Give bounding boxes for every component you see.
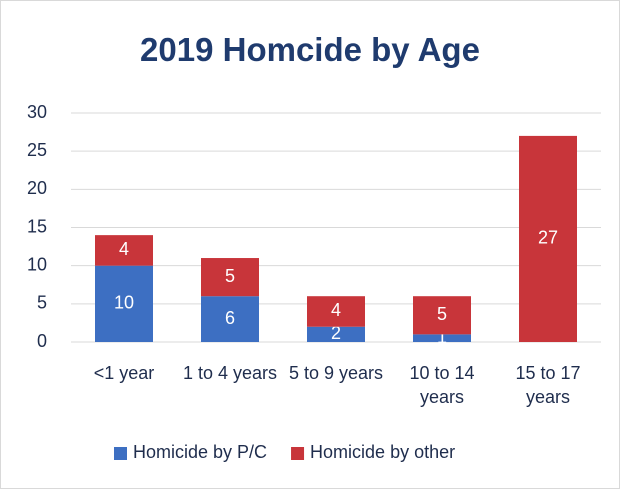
bar-segment bbox=[307, 296, 365, 327]
x-tick-label: <1 year bbox=[93, 363, 155, 383]
x-tick-label: 1 to 4 years bbox=[182, 363, 278, 383]
data-label: 6 bbox=[225, 308, 235, 328]
y-tick-label: 15 bbox=[27, 216, 47, 236]
data-label: 27 bbox=[538, 228, 558, 248]
x-tick-label: 5 to 9 years bbox=[288, 363, 384, 383]
data-label: 10 bbox=[114, 293, 134, 313]
bar-segment bbox=[95, 265, 153, 342]
bar-segment bbox=[307, 326, 365, 342]
bar-segment bbox=[201, 258, 259, 297]
data-label: 5 bbox=[225, 266, 235, 286]
data-label: 5 bbox=[437, 304, 447, 324]
data-label: 4 bbox=[331, 300, 341, 320]
legend-label: Homicide by other bbox=[310, 442, 456, 462]
chart-title: 2019 Homcide by Age bbox=[140, 31, 480, 68]
data-label: 4 bbox=[119, 239, 129, 259]
legend-swatch bbox=[291, 447, 305, 460]
data-label: 1 bbox=[437, 327, 447, 347]
bar-segment bbox=[95, 235, 153, 266]
bar-segment bbox=[519, 135, 577, 342]
x-tick-label: 15 to 17 years bbox=[515, 363, 581, 407]
bar-segment bbox=[201, 296, 259, 342]
legend-label: Homicide by P/C bbox=[133, 442, 268, 462]
y-tick-label: 0 bbox=[37, 331, 47, 351]
y-tick-label: 10 bbox=[27, 254, 47, 274]
x-tick-label: 10 to 14 years bbox=[409, 363, 475, 407]
bar-segment bbox=[413, 296, 471, 335]
y-tick-label: 25 bbox=[27, 140, 47, 160]
data-label: 2 bbox=[331, 323, 341, 343]
legend-swatch bbox=[114, 447, 127, 460]
y-tick-label: 5 bbox=[37, 293, 47, 313]
y-tick-label: 20 bbox=[27, 178, 47, 198]
y-tick-label: 30 bbox=[27, 102, 47, 122]
bar-segment bbox=[413, 334, 471, 342]
